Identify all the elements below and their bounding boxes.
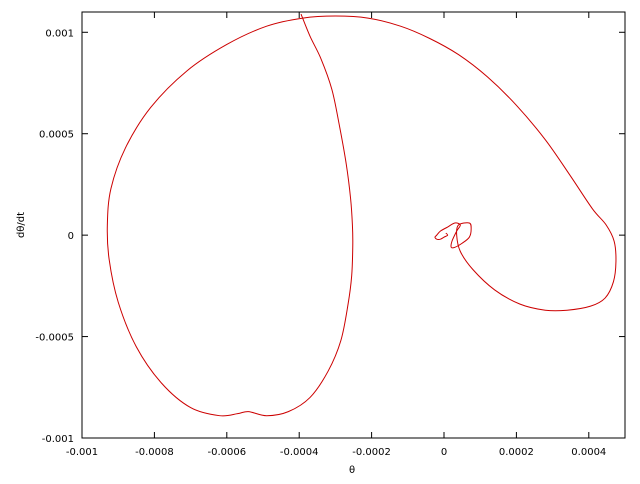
- x-axis-label: θ: [349, 465, 355, 476]
- x-tick-label: 0.0002: [499, 447, 534, 458]
- x-tick-label: 0.0004: [571, 447, 606, 458]
- y-axis-label: dθ/dt: [16, 212, 27, 238]
- y-tick-label: -0.0005: [35, 333, 74, 344]
- x-tick-label: -0.0004: [280, 447, 319, 458]
- y-tick-label: 0.001: [45, 28, 74, 39]
- y-axis-ticks: -0.001 -0.0005 0 0.0005 0.001: [35, 28, 625, 445]
- x-tick-label: 0: [441, 447, 447, 458]
- x-tick-label: -0.0002: [352, 447, 391, 458]
- y-tick-label: 0.0005: [39, 130, 74, 141]
- x-tick-label: -0.0006: [207, 447, 246, 458]
- trajectory-line: [106, 13, 617, 417]
- y-tick-label: -0.001: [42, 434, 74, 445]
- x-tick-label: -0.0008: [135, 447, 174, 458]
- x-axis-ticks: -0.001 -0.0008 -0.0006 -0.0004 -0.0002 0 0.000…: [66, 12, 606, 458]
- plot-frame: [81, 11, 626, 439]
- x-tick-label: -0.001: [66, 447, 98, 458]
- y-tick-label: 0: [68, 231, 74, 242]
